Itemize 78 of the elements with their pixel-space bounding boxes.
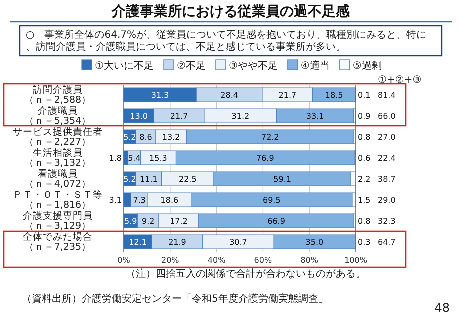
text: （注）四捨五入の関係で合計が合わないものがある。	[126, 268, 366, 280]
data-label: 22.5	[179, 175, 197, 184]
data-label: 35.0	[306, 238, 324, 247]
legend-item: ④適当	[288, 60, 330, 72]
series-label: ④適当	[300, 60, 330, 72]
chart-subtitle: ○ 事業所全体の64.7%が、従業員について不足感を抱いており、職種別にみると、特に、訪問介護員・介護職員については、不足と感じている事業所が多い。	[26, 29, 426, 53]
y-tick-label: 介護職員（ｎ＝5,354）	[24, 105, 92, 127]
data-label: 5.9	[124, 217, 138, 226]
text: ①+②+③	[378, 75, 422, 86]
data-label: 18.5	[325, 91, 344, 100]
x-tick-label: 60%	[254, 256, 272, 265]
y-tick-label: 看護職員（ｎ＝4,072）	[24, 168, 92, 190]
data-label: 9.2	[142, 217, 155, 226]
data-label: 28.4	[220, 91, 238, 100]
text: 48	[434, 301, 450, 315]
data-label: 13.0	[130, 112, 148, 121]
data-label: 30.7	[230, 238, 248, 247]
data-label: 0.6	[358, 154, 371, 163]
text: 22.4	[378, 154, 396, 163]
text: 38.7	[378, 175, 396, 184]
data-label: 11.1	[140, 175, 158, 184]
text: 29.0	[378, 196, 396, 205]
data-label: 17.2	[170, 217, 188, 226]
data-label: 2.2	[358, 175, 371, 184]
data-label: 5.2	[124, 175, 136, 184]
data-label: 66.9	[268, 217, 286, 226]
data-label: 59.1	[274, 175, 292, 184]
legend-item: ②不足	[164, 60, 206, 72]
data-label: 3.1	[109, 196, 122, 205]
text: （資料出所）介護労働安定センター「令和5年度介護労働実態調査」	[22, 293, 328, 305]
legend-item: ⑤過剰	[340, 60, 382, 72]
data-label: 5.4	[128, 154, 141, 163]
data-label: 15.3	[150, 154, 168, 163]
data-label: 72.2	[261, 133, 280, 142]
legend-label: ②不足	[176, 61, 206, 72]
data-label: 21.7	[170, 112, 188, 121]
data-label: 1.5	[358, 196, 371, 205]
legend-item: ①大いに不足	[82, 60, 154, 72]
data-label: 0.1	[358, 91, 371, 100]
data-label: 33.1	[306, 112, 324, 121]
data-label: 8.6	[140, 133, 152, 142]
y-tick-label: サービス提供責任者（ｎ＝2,227）	[13, 126, 103, 148]
data-label: 13.2	[162, 133, 180, 142]
data-label: 21.9	[168, 238, 186, 247]
data-label: 21.7	[278, 91, 297, 100]
x-tick-label: 20%	[162, 256, 180, 265]
chart-title: 介護事業所における従業員の過不足感	[111, 3, 351, 20]
legend-label: ③やや不足	[228, 61, 278, 72]
x-tick-label: 40%	[208, 256, 226, 265]
data-label: 69.5	[262, 196, 281, 205]
data-label: 0.9	[358, 112, 371, 121]
text: 81.4	[378, 91, 396, 100]
data-label: 5.2	[124, 133, 136, 142]
data-label: 31.3	[151, 91, 170, 100]
data-label: 0.8	[358, 133, 371, 142]
legend-item: ③やや不足	[216, 60, 278, 72]
text: 64.7	[378, 238, 396, 247]
data-label: 18.6	[160, 196, 179, 205]
y-tick-label: 介護支援専門員（ｎ＝3,129）	[23, 210, 93, 232]
y-tick-label: 生活相談員（ｎ＝3,132）	[24, 147, 92, 169]
y-tick-label: ＰＴ・ＯＴ・ＳＴ等（ｎ＝1,816）	[13, 189, 103, 211]
data-label: 31.2	[232, 112, 250, 121]
text: 32.3	[378, 217, 396, 226]
data-label: 76.9	[256, 154, 274, 163]
data-label: 0.3	[358, 238, 371, 247]
legend-label: ⑤過剰	[352, 60, 382, 72]
y-tick-label: 全体でみた場合（ｎ＝7,235）	[23, 231, 93, 253]
x-tick-label: 80%	[300, 256, 319, 265]
text: 27.0	[378, 133, 396, 142]
x-tick-label: 100%	[344, 256, 368, 265]
legend-label: ①大いに不足	[95, 60, 154, 72]
data-label: 12.1	[129, 238, 147, 247]
text: 66.0	[378, 112, 396, 121]
x-tick-label: 0%	[118, 256, 131, 265]
y-tick-label: 訪問介護員（ｎ＝2,588）	[24, 84, 92, 106]
data-label: 1.8	[109, 154, 122, 163]
data-label: 0.8	[358, 217, 371, 226]
data-label: 7.3	[133, 196, 146, 205]
